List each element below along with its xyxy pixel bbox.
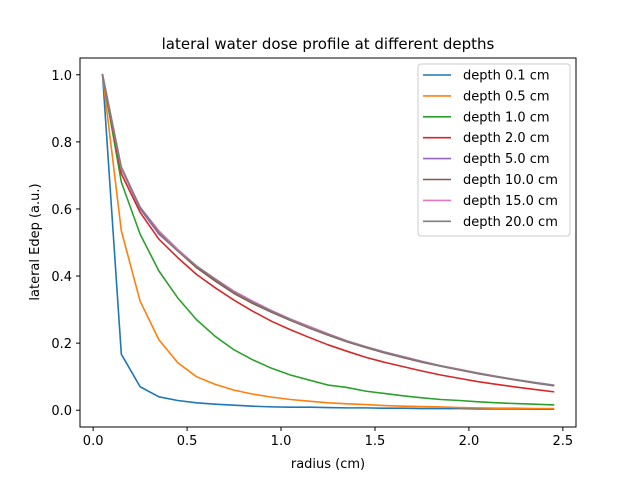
x-axis-label: radius (cm) [291, 457, 365, 472]
x-tick-label: 0.0 [83, 434, 104, 449]
y-tick-label: 0.2 [51, 337, 72, 352]
series-line-4 [101, 73, 555, 393]
legend-entry-5: depth 5.0 cm [463, 152, 550, 167]
series-layer [101, 73, 555, 411]
legend-entry-8: depth 20.0 cm [463, 215, 558, 230]
legend-entry-4: depth 2.0 cm [463, 131, 550, 146]
x-tick-label: 1.5 [365, 434, 386, 449]
series-line-3 [101, 73, 555, 406]
x-axis-ticks: 0.0 0.5 1.0 1.5 2.0 2.5 [83, 427, 573, 449]
legend-entry-1: depth 0.1 cm [463, 69, 550, 84]
legend-entry-2: depth 0.5 cm [463, 89, 550, 104]
chart-title: lateral water dose profile at different … [162, 35, 495, 53]
series-line-1 [101, 73, 555, 411]
axes-layer [79, 57, 577, 428]
x-tick-label: 1.0 [271, 434, 292, 449]
y-axis-label: lateral Edep (a.u.) [28, 183, 43, 300]
legend: depth 0.1 cm depth 0.5 cm depth 1.0 cm dept… [417, 63, 571, 237]
y-tick-label: 1.0 [51, 69, 72, 84]
y-tick-label: 0.8 [51, 136, 72, 151]
y-tick-label: 0.4 [51, 270, 72, 285]
series-line-2 [101, 73, 555, 410]
legend-box [417, 63, 571, 237]
x-tick-label: 0.5 [177, 434, 198, 449]
x-tick-label: 2.0 [459, 434, 480, 449]
y-tick-label: 0.0 [51, 404, 72, 419]
y-tick-label: 0.6 [51, 203, 72, 218]
axes-frame [79, 57, 577, 428]
legend-entry-6: depth 10.0 cm [463, 173, 558, 188]
legend-entry-7: depth 15.0 cm [463, 194, 558, 209]
x-tick-label: 2.5 [553, 434, 574, 449]
series-line-8 [101, 73, 555, 387]
legend-entry-3: depth 1.0 cm [463, 110, 550, 125]
y-axis-ticks: 0.0 0.2 0.4 0.6 0.8 1.0 [51, 69, 80, 419]
